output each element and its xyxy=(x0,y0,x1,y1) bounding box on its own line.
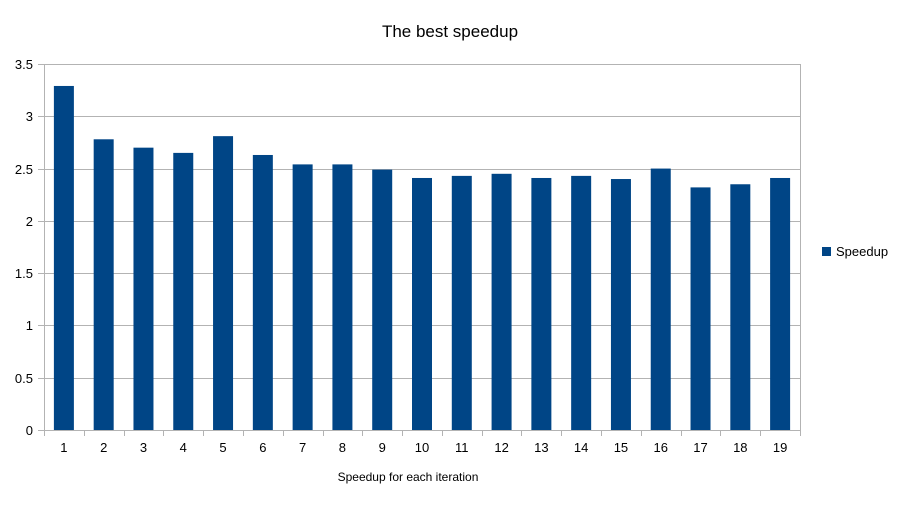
x-tick-label: 3 xyxy=(140,440,147,455)
bar xyxy=(213,136,234,430)
bar xyxy=(770,177,791,430)
bar xyxy=(610,179,631,430)
y-tick-labels: 0 0.5 1 1.5 2 2.5 3 3.5 xyxy=(15,57,33,438)
bar xyxy=(173,152,194,430)
bar xyxy=(491,173,512,431)
y-tick-label: 2.5 xyxy=(15,162,33,177)
bar xyxy=(571,175,592,430)
bar xyxy=(53,85,74,431)
y-tick-label: 2 xyxy=(26,214,33,229)
x-tick-label: 18 xyxy=(733,440,747,455)
x-tick-label: 8 xyxy=(339,440,346,455)
x-tick-label: 4 xyxy=(180,440,187,455)
x-axis-label: Speedup for each iteration xyxy=(338,470,479,484)
y-tick-label: 1.5 xyxy=(15,266,33,281)
bar xyxy=(650,168,671,430)
bar xyxy=(451,175,472,430)
x-tick-labels: 1 2 3 4 5 6 7 8 9 10 11 12 13 14 15 16 17 18 19 xyxy=(60,440,787,455)
x-tick-label: 15 xyxy=(614,440,628,455)
bar xyxy=(332,164,353,430)
x-tick-label: 17 xyxy=(693,440,707,455)
x-tick-label: 19 xyxy=(773,440,787,455)
bar xyxy=(412,177,432,430)
x-tick-label: 5 xyxy=(219,440,226,455)
x-tick-label: 9 xyxy=(379,440,386,455)
bar xyxy=(730,184,751,430)
y-tick-label: 3 xyxy=(26,109,33,124)
bar xyxy=(690,187,711,430)
x-tick-label: 12 xyxy=(494,440,508,455)
x-tick-label: 14 xyxy=(574,440,588,455)
y-tick-label: 0 xyxy=(26,423,33,438)
x-tick-label: 7 xyxy=(299,440,306,455)
x-tick-label: 1 xyxy=(60,440,67,455)
x-tick-label: 10 xyxy=(415,440,429,455)
x-tick-label: 16 xyxy=(654,440,668,455)
y-tick-label: 0.5 xyxy=(15,371,33,386)
x-tick-label: 13 xyxy=(534,440,548,455)
legend-swatch xyxy=(822,247,831,256)
bar xyxy=(133,147,154,430)
legend: Speedup xyxy=(822,244,888,259)
legend-label: Speedup xyxy=(836,244,888,259)
bar xyxy=(252,154,273,431)
axes xyxy=(44,64,801,436)
bar xyxy=(93,139,114,431)
bar xyxy=(531,177,552,430)
y-tick-label: 3.5 xyxy=(15,57,33,72)
chart-title: The best speedup xyxy=(382,22,518,41)
bars xyxy=(53,85,791,431)
bar xyxy=(292,164,313,430)
x-tick-label: 6 xyxy=(259,440,266,455)
x-tick-label: 2 xyxy=(100,440,107,455)
x-tick-label: 11 xyxy=(455,440,469,455)
y-tick-label: 1 xyxy=(26,318,33,333)
bar xyxy=(372,169,393,430)
